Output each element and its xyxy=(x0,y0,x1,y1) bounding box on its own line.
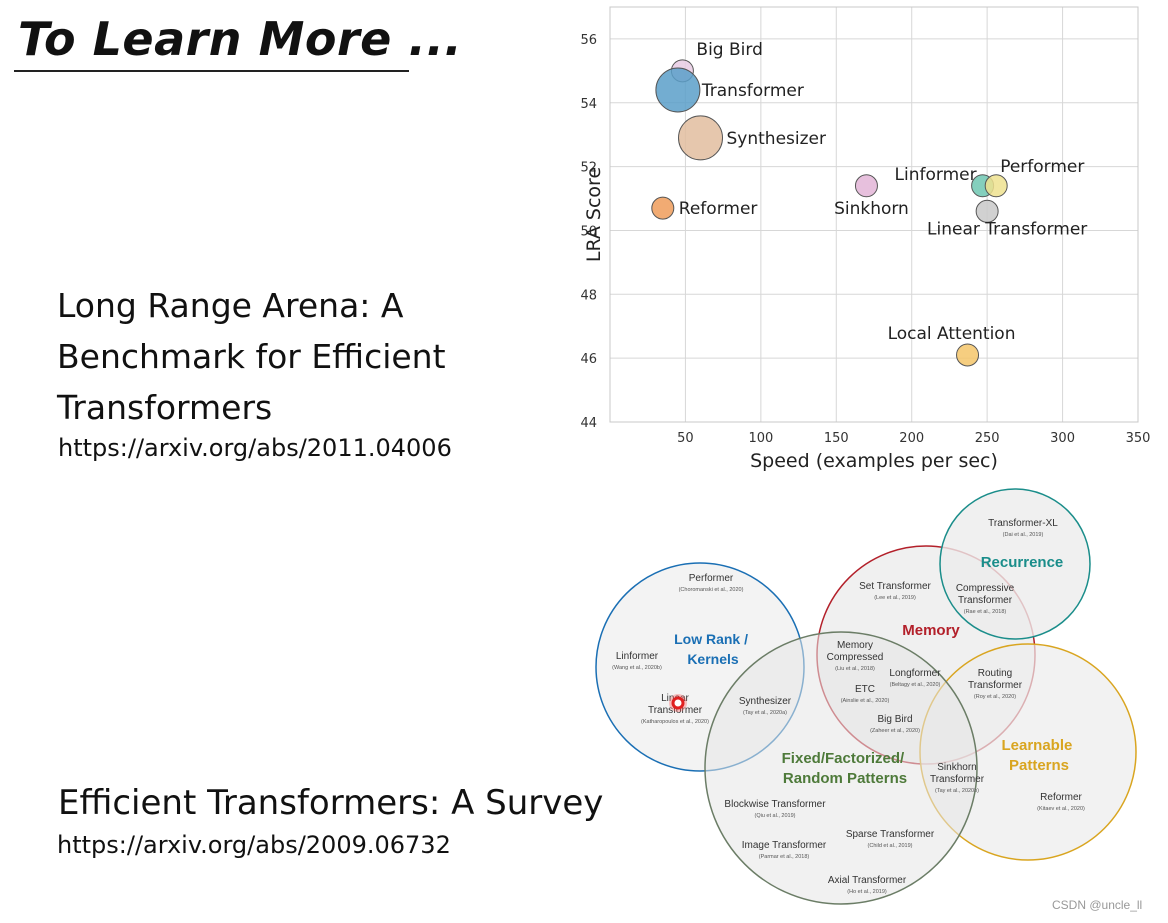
label-sinkhorn: Sinkhorn xyxy=(834,199,909,219)
venn-model-etc: ETC (Ainslie et al., 2020) xyxy=(841,684,890,704)
venn-model-sinkhorn-transformer: Sinkhorn Transformer (Tay et al., 2020b) xyxy=(930,762,985,794)
category-recurrence: Recurrence xyxy=(981,554,1064,571)
data-points xyxy=(651,59,1008,367)
x-axis-label: Speed (examples per sec) xyxy=(750,450,998,472)
venn-model-compressive-transformer: Compressive Transformer (Rae et al., 2018) xyxy=(956,583,1015,615)
pointer-marker xyxy=(671,696,685,710)
point-reformer xyxy=(651,196,675,220)
lra-paper-title: Long Range Arena: A Benchmark for Effici… xyxy=(57,280,527,433)
venn-model-longformer: Longformer (Beltagy et al., 2020) xyxy=(889,668,941,688)
venn-model-reformer: Reformer (Kitaev et al., 2020) xyxy=(1037,792,1085,812)
venn-model-big-bird: Big Bird (Zaheer et al., 2020) xyxy=(870,714,920,734)
lra-title-line: Benchmark for Efficient xyxy=(57,337,446,376)
venn-model-image-transformer: Image Transformer (Parmar et al., 2018) xyxy=(742,840,827,860)
venn-model-labels: Performer (Choromanski et al., 2020) Linfo… xyxy=(612,518,1085,895)
point-labels: Big Bird Transformer Synthesizer Reformer Si… xyxy=(679,40,1087,344)
efficient-transformers-venn: Low Rank / Kernels Memory Recurrence Lea… xyxy=(595,488,1137,905)
y-tick-label: 48 xyxy=(580,288,597,303)
venn-model-performer: Performer (Choromanski et al., 2020) xyxy=(679,573,744,593)
label-synthesizer: Synthesizer xyxy=(727,129,826,149)
venn-model-blockwise-transformer: Blockwise Transformer (Qiu et al., 2019) xyxy=(724,799,826,819)
y-tick-label: 54 xyxy=(580,97,597,112)
label-local-attention: Local Attention xyxy=(888,324,1016,344)
point-local-attention xyxy=(956,343,980,367)
survey-paper-title: Efficient Transformers: A Survey xyxy=(58,783,604,823)
x-tick-label: 200 xyxy=(899,431,924,446)
recurrence-circle xyxy=(939,488,1091,640)
x-tick-label: 300 xyxy=(1050,431,1075,446)
category-fixed: Fixed/Factorized/ Random Patterns xyxy=(782,750,909,787)
category-learnable: Learnable Patterns xyxy=(1001,737,1076,774)
venn-model-routing-transformer: Routing Transformer (Roy et al., 2020) xyxy=(968,668,1023,700)
venn-model-sparse-transformer: Sparse Transformer (Child et al., 2019) xyxy=(846,829,935,849)
point-transformer xyxy=(655,67,701,113)
venn-model-synthesizer: Synthesizer (Tay et al., 2020a) xyxy=(739,696,792,716)
watermark: CSDN @uncle_ll xyxy=(1052,898,1143,912)
category-memory: Memory xyxy=(902,622,960,639)
axis-ticks: 50 100 150 200 250 300 350 44 46 48 50 52 54 56 xyxy=(580,33,1150,446)
title-underline xyxy=(14,70,409,72)
point-synthesizer xyxy=(678,115,724,161)
label-performer: Performer xyxy=(1000,157,1084,177)
label-linear-transformer: Linear Transformer xyxy=(927,219,1087,239)
y-tick-label: 56 xyxy=(580,33,597,48)
venn-model-transformer-xl: Transformer-XL (Dai et al., 2019) xyxy=(988,518,1058,538)
lra-scatter-chart: 50 100 150 200 250 300 350 44 46 48 50 52 54 56 Big B… xyxy=(580,6,1150,472)
x-tick-label: 350 xyxy=(1126,431,1151,446)
x-tick-label: 100 xyxy=(748,431,773,446)
plot-frame xyxy=(609,6,1139,423)
x-tick-label: 150 xyxy=(824,431,849,446)
y-tick-label: 52 xyxy=(580,161,597,176)
y-tick-label: 46 xyxy=(580,352,597,367)
lra-title-line: Long Range Arena: A xyxy=(57,286,404,325)
point-linear-transformer xyxy=(975,199,999,223)
fixed-patterns-circle xyxy=(704,631,978,905)
label-transformer: Transformer xyxy=(701,81,804,101)
label-big-bird: Big Bird xyxy=(696,40,762,60)
point-performer xyxy=(984,174,1008,198)
y-axis-label: LRA Score xyxy=(583,167,605,262)
slide-title: To Learn More ... xyxy=(18,12,463,66)
lra-paper-link[interactable]: https://arxiv.org/abs/2011.04006 xyxy=(58,434,452,462)
survey-paper-link[interactable]: https://arxiv.org/abs/2009.06732 xyxy=(57,831,451,859)
venn-model-set-transformer: Set Transformer (Lee et al., 2019) xyxy=(859,581,931,601)
venn-model-axial-transformer: Axial Transformer (Ho et al., 2019) xyxy=(828,875,907,895)
label-linformer: Linformer xyxy=(895,165,977,185)
x-tick-label: 250 xyxy=(975,431,1000,446)
point-sinkhorn xyxy=(854,174,878,198)
label-reformer: Reformer xyxy=(679,199,758,219)
venn-model-linformer: Linformer (Wang et al., 2020b) xyxy=(612,651,662,671)
lra-title-line: Transformers xyxy=(57,388,273,427)
y-tick-label: 50 xyxy=(580,224,597,239)
venn-model-memory-compressed: Memory Compressed (Liu et al., 2018) xyxy=(827,640,884,672)
x-tick-label: 50 xyxy=(677,431,694,446)
category-low-rank: Low Rank / Kernels xyxy=(674,631,752,667)
y-tick-label: 44 xyxy=(580,416,597,431)
